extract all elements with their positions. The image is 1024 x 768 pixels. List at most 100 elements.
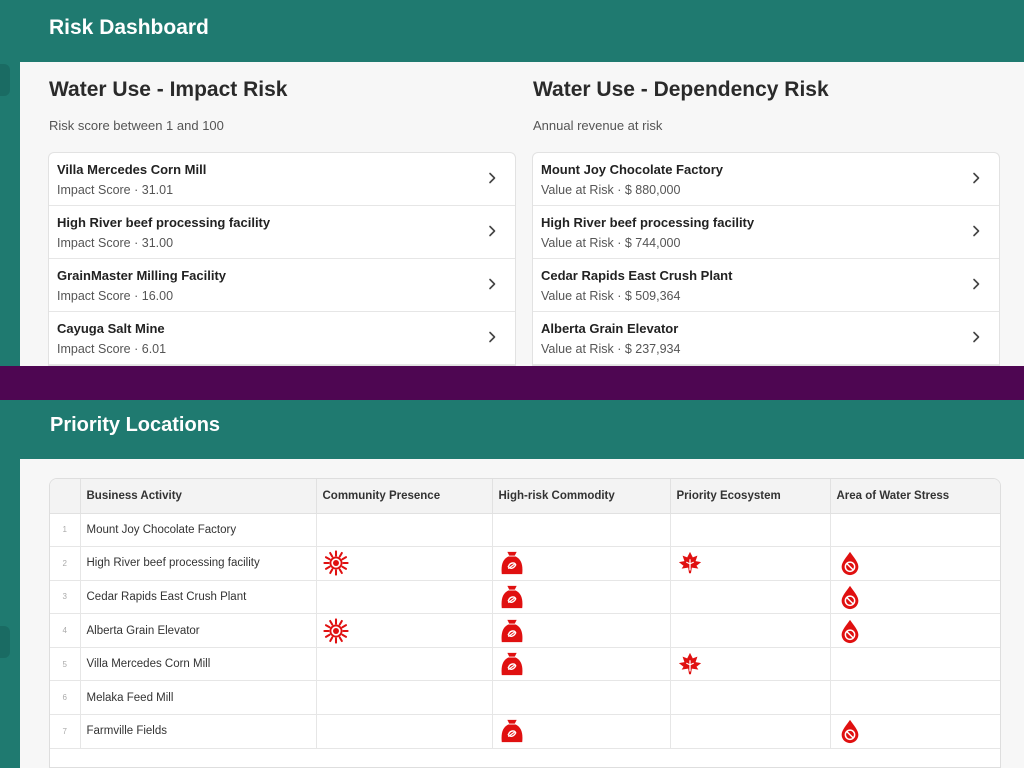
dependency-risk-title: Water Use - Dependency Risk [533, 78, 829, 101]
water-cell [830, 714, 1000, 749]
facility-name: Alberta Grain Elevator [541, 321, 679, 336]
table-header-row: Business Activity Community Presence Hig… [50, 479, 1000, 514]
dependency-risk-list: Mount Joy Chocolate Factory Value at Risk… [532, 152, 1000, 366]
row-number: 2 [50, 546, 81, 581]
business-activity-cell: High River beef processing facility [80, 546, 317, 581]
commodity-cell [492, 714, 671, 749]
chevron-right-icon[interactable] [969, 277, 983, 291]
ecosystem-cell [670, 513, 831, 548]
column-header[interactable]: Business Activity [80, 479, 317, 514]
business-activity-cell: Melaka Feed Mill [80, 680, 317, 716]
table-row[interactable]: 7 Farmville Fields [50, 714, 1000, 749]
table-row[interactable]: 2 High River beef processing facility [50, 546, 1000, 581]
community-cell [316, 680, 493, 716]
risk-metric: Impact Score · 31.01 [57, 183, 174, 197]
row-number: 1 [50, 513, 81, 548]
ecosystem-cell [670, 647, 831, 682]
risk-list-item[interactable]: Cayuga Salt Mine Impact Score · 6.01 [49, 312, 515, 365]
risk-list-item[interactable]: High River beef processing facility Value… [533, 206, 999, 259]
risk-panel: Water Use - Impact Risk Risk score betwe… [20, 62, 1024, 366]
community-cell [316, 647, 493, 682]
ecosystem-cell [670, 714, 831, 749]
risk-list-item[interactable]: Cedar Rapids East Crush Plant Value at Ri… [533, 259, 999, 312]
ecosystem-cell [670, 546, 831, 581]
sack-icon [499, 549, 525, 577]
table-row[interactable]: 6 Melaka Feed Mill [50, 680, 1000, 716]
water-drop-icon [837, 717, 863, 745]
impact-risk-subtitle: Risk score between 1 and 100 [49, 118, 224, 133]
chevron-right-icon[interactable] [969, 171, 983, 185]
row-number: 7 [50, 714, 81, 749]
facility-name: Villa Mercedes Corn Mill [57, 162, 207, 177]
risk-list-item[interactable]: Villa Mercedes Corn Mill Impact Score · 3… [49, 153, 515, 206]
commodity-cell [492, 513, 671, 548]
dashboard-header: Risk Dashboard [0, 0, 1024, 62]
water-drop-icon [837, 617, 863, 645]
commodity-cell [492, 680, 671, 716]
water-cell [830, 580, 1000, 615]
sun-icon [322, 549, 349, 577]
risk-list-item[interactable]: GrainMaster Milling Facility Impact Score… [49, 259, 515, 312]
business-activity-cell: Farmville Fields [80, 714, 317, 749]
table-row[interactable]: 1 Mount Joy Chocolate Factory [50, 513, 1000, 548]
column-header[interactable]: High-risk Commodity [492, 479, 671, 514]
ecosystem-cell [670, 580, 831, 615]
community-cell [316, 714, 493, 749]
side-panel-tab[interactable] [0, 64, 10, 96]
priority-table: Business Activity Community Presence Hig… [50, 479, 1000, 749]
chevron-right-icon[interactable] [485, 171, 499, 185]
water-drop-icon [837, 549, 863, 577]
row-number-header [50, 479, 81, 514]
row-number: 3 [50, 580, 81, 615]
facility-name: High River beef processing facility [541, 215, 755, 230]
chevron-right-icon[interactable] [969, 224, 983, 238]
risk-list-item[interactable]: High River beef processing facility Impac… [49, 206, 515, 259]
community-cell [316, 546, 493, 581]
chevron-right-icon[interactable] [485, 277, 499, 291]
impact-risk-title: Water Use - Impact Risk [49, 78, 288, 101]
risk-list-item[interactable]: Alberta Grain Elevator Value at Risk · $ … [533, 312, 999, 365]
dashboard-title: Risk Dashboard [49, 16, 209, 39]
leaf-icon [677, 650, 703, 678]
side-panel-tab[interactable] [0, 626, 10, 658]
business-activity-cell: Alberta Grain Elevator [80, 613, 317, 648]
impact-risk-list: Villa Mercedes Corn Mill Impact Score · 3… [48, 152, 516, 366]
leaf-icon [677, 549, 703, 577]
chevron-right-icon[interactable] [485, 224, 499, 238]
risk-metric: Value at Risk · $ 880,000 [541, 183, 681, 197]
business-activity-cell: Cedar Rapids East Crush Plant [80, 580, 317, 615]
table-row[interactable]: 4 Alberta Grain Elevator [50, 613, 1000, 648]
risk-metric: Value at Risk · $ 237,934 [541, 342, 681, 356]
column-header[interactable]: Community Presence [316, 479, 493, 514]
facility-name: Cedar Rapids East Crush Plant [541, 268, 733, 283]
priority-panel: Business Activity Community Presence Hig… [20, 459, 1024, 768]
community-cell [316, 580, 493, 615]
water-cell [830, 680, 1000, 716]
risk-metric: Impact Score · 16.00 [57, 289, 174, 303]
commodity-cell [492, 580, 671, 615]
column-header[interactable]: Area of Water Stress [830, 479, 1000, 514]
commodity-cell [492, 647, 671, 682]
business-activity-cell: Villa Mercedes Corn Mill [80, 647, 317, 682]
row-number: 6 [50, 680, 81, 716]
priority-title: Priority Locations [50, 414, 221, 436]
facility-name: High River beef processing facility [57, 215, 271, 230]
commodity-cell [492, 613, 671, 648]
chevron-right-icon[interactable] [485, 330, 499, 344]
risk-metric: Value at Risk · $ 509,364 [541, 289, 681, 303]
column-header[interactable]: Priority Ecosystem [670, 479, 831, 514]
ecosystem-cell [670, 680, 831, 716]
risk-metric: Value at Risk · $ 744,000 [541, 236, 681, 250]
ecosystem-cell [670, 613, 831, 648]
chevron-right-icon[interactable] [969, 330, 983, 344]
water-cell [830, 613, 1000, 648]
water-cell [830, 647, 1000, 682]
table-row[interactable]: 5 Villa Mercedes Corn Mill [50, 647, 1000, 682]
facility-name: Mount Joy Chocolate Factory [541, 162, 724, 177]
community-cell [316, 513, 493, 548]
row-number: 5 [50, 647, 81, 682]
risk-list-item[interactable]: Mount Joy Chocolate Factory Value at Risk… [533, 153, 999, 206]
sack-icon [499, 617, 525, 645]
water-cell [830, 513, 1000, 548]
table-row[interactable]: 3 Cedar Rapids East Crush Plant [50, 580, 1000, 615]
